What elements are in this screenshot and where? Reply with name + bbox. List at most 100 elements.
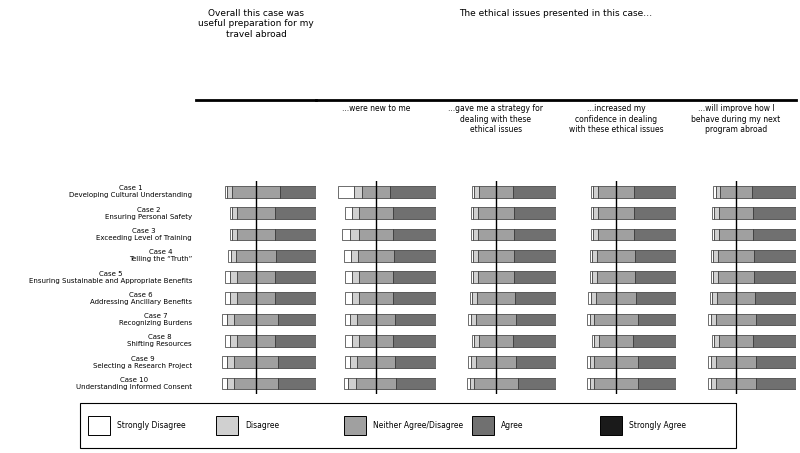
Bar: [345, 335, 352, 347]
Bar: [447, 250, 464, 261]
Bar: [227, 378, 234, 389]
Bar: [330, 229, 350, 240]
Bar: [690, 207, 711, 219]
Bar: [690, 186, 711, 198]
Bar: [634, 186, 690, 198]
Bar: [344, 378, 349, 389]
Bar: [470, 229, 473, 240]
Bar: [472, 335, 474, 347]
Bar: [634, 229, 690, 240]
Bar: [354, 186, 362, 198]
Bar: [478, 250, 514, 261]
Bar: [441, 186, 458, 198]
Bar: [752, 186, 800, 198]
Bar: [326, 378, 342, 389]
Bar: [592, 250, 597, 261]
Bar: [230, 335, 237, 347]
Bar: [278, 357, 326, 368]
Bar: [590, 271, 592, 283]
Bar: [709, 357, 710, 368]
Bar: [714, 207, 719, 219]
Bar: [352, 207, 359, 219]
Bar: [716, 186, 720, 198]
Bar: [359, 207, 393, 219]
Bar: [446, 314, 465, 325]
Bar: [710, 357, 715, 368]
Bar: [594, 207, 598, 219]
Bar: [638, 378, 688, 389]
Bar: [470, 271, 473, 283]
Bar: [237, 335, 275, 347]
Bar: [350, 229, 359, 240]
Bar: [332, 250, 349, 261]
Text: The ethical issues presented in this case…: The ethical issues presented in this cas…: [459, 9, 653, 18]
Bar: [275, 207, 333, 219]
Bar: [345, 314, 350, 325]
Bar: [718, 250, 754, 261]
Bar: [470, 357, 475, 368]
Bar: [517, 314, 570, 325]
Bar: [720, 186, 752, 198]
Bar: [443, 229, 462, 240]
Text: ...will improve how I
behave during my next
program abroad: ...will improve how I behave during my n…: [691, 104, 781, 134]
Text: Overall this case was
useful preparation for my
travel abroad: Overall this case was useful preparation…: [198, 9, 314, 39]
Bar: [230, 293, 237, 304]
Bar: [234, 314, 278, 325]
Bar: [590, 314, 594, 325]
Bar: [590, 250, 592, 261]
Bar: [513, 335, 570, 347]
Bar: [568, 378, 587, 389]
Bar: [235, 250, 277, 261]
Bar: [472, 186, 474, 198]
Text: Strongly Disagree: Strongly Disagree: [117, 421, 186, 430]
Bar: [570, 293, 590, 304]
Bar: [359, 293, 393, 304]
Bar: [470, 250, 473, 261]
Bar: [222, 378, 227, 389]
Bar: [712, 293, 717, 304]
Bar: [590, 378, 594, 389]
Bar: [350, 314, 357, 325]
Text: Case 4
Telling the “Truth”: Case 4 Telling the “Truth”: [129, 249, 192, 262]
Bar: [690, 229, 711, 240]
Bar: [234, 357, 278, 368]
Bar: [757, 378, 800, 389]
Bar: [234, 378, 278, 389]
Bar: [517, 357, 570, 368]
Text: Case 9
Selecting a Research Project: Case 9 Selecting a Research Project: [93, 356, 192, 369]
Bar: [570, 271, 590, 283]
Bar: [475, 314, 517, 325]
Bar: [716, 314, 757, 325]
Bar: [342, 229, 350, 240]
Bar: [594, 229, 598, 240]
Bar: [472, 293, 477, 304]
Bar: [753, 229, 800, 240]
Bar: [397, 378, 447, 389]
Bar: [634, 207, 690, 219]
Text: Case 3
Exceeding Level of Training: Case 3 Exceeding Level of Training: [96, 228, 192, 241]
Bar: [754, 250, 800, 261]
Bar: [594, 314, 638, 325]
Bar: [709, 378, 710, 389]
Bar: [467, 378, 470, 389]
Bar: [277, 250, 331, 261]
Bar: [712, 207, 714, 219]
Bar: [590, 229, 593, 240]
Bar: [590, 357, 594, 368]
Bar: [710, 271, 714, 283]
Bar: [570, 357, 589, 368]
Bar: [473, 229, 478, 240]
Bar: [690, 250, 710, 261]
Bar: [446, 207, 465, 219]
Bar: [237, 271, 275, 283]
Bar: [345, 271, 352, 283]
Bar: [393, 335, 446, 347]
Bar: [338, 186, 354, 198]
Bar: [514, 229, 570, 240]
Bar: [333, 207, 350, 219]
Bar: [390, 186, 441, 198]
Bar: [359, 335, 393, 347]
Bar: [714, 186, 716, 198]
Bar: [470, 378, 474, 389]
Bar: [753, 207, 800, 219]
